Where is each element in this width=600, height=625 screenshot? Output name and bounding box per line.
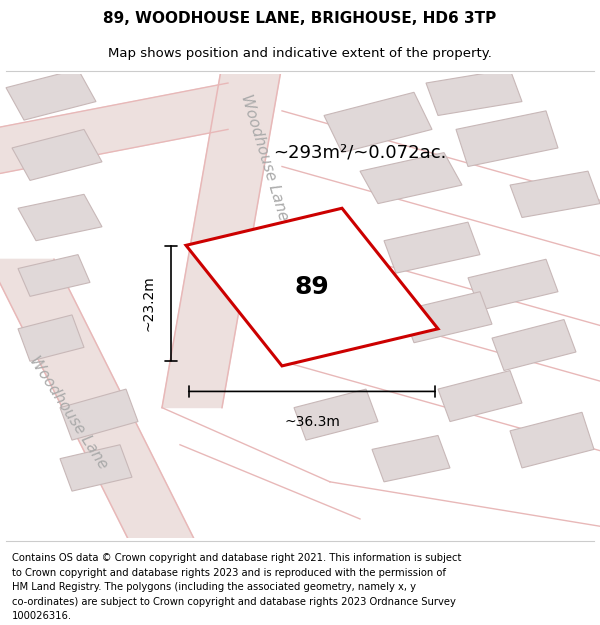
Polygon shape: [0, 259, 198, 547]
Text: HM Land Registry. The polygons (including the associated geometry, namely x, y: HM Land Registry. The polygons (includin…: [12, 582, 416, 592]
Polygon shape: [384, 222, 480, 273]
Polygon shape: [0, 83, 228, 176]
Polygon shape: [402, 292, 492, 342]
Polygon shape: [426, 69, 522, 116]
Text: Contains OS data © Crown copyright and database right 2021. This information is : Contains OS data © Crown copyright and d…: [12, 553, 461, 563]
Polygon shape: [510, 412, 594, 468]
Text: ~36.3m: ~36.3m: [284, 414, 340, 429]
Polygon shape: [438, 371, 522, 421]
Polygon shape: [162, 64, 282, 408]
Text: ~23.2m: ~23.2m: [142, 276, 156, 331]
Polygon shape: [294, 389, 378, 440]
Text: Woodhouse Lane: Woodhouse Lane: [238, 92, 290, 222]
Polygon shape: [360, 152, 462, 204]
Polygon shape: [6, 69, 96, 120]
Text: 89, WOODHOUSE LANE, BRIGHOUSE, HD6 3TP: 89, WOODHOUSE LANE, BRIGHOUSE, HD6 3TP: [103, 11, 497, 26]
Polygon shape: [60, 389, 138, 440]
Polygon shape: [324, 92, 432, 152]
Polygon shape: [510, 171, 600, 217]
Polygon shape: [18, 254, 90, 296]
Polygon shape: [18, 315, 84, 361]
Polygon shape: [12, 129, 102, 181]
Text: 100026316.: 100026316.: [12, 611, 72, 621]
Text: co-ordinates) are subject to Crown copyright and database rights 2023 Ordnance S: co-ordinates) are subject to Crown copyr…: [12, 596, 456, 606]
Text: ~293m²/~0.072ac.: ~293m²/~0.072ac.: [274, 144, 446, 162]
Polygon shape: [18, 194, 102, 241]
Polygon shape: [60, 445, 132, 491]
Text: 89: 89: [295, 275, 329, 299]
Text: Map shows position and indicative extent of the property.: Map shows position and indicative extent…: [108, 47, 492, 59]
Polygon shape: [186, 208, 438, 366]
Polygon shape: [372, 436, 450, 482]
Text: Woodhouse Lane: Woodhouse Lane: [27, 353, 111, 471]
Text: to Crown copyright and database rights 2023 and is reproduced with the permissio: to Crown copyright and database rights 2…: [12, 568, 446, 578]
Polygon shape: [492, 319, 576, 371]
Polygon shape: [456, 111, 558, 166]
Polygon shape: [468, 259, 558, 310]
